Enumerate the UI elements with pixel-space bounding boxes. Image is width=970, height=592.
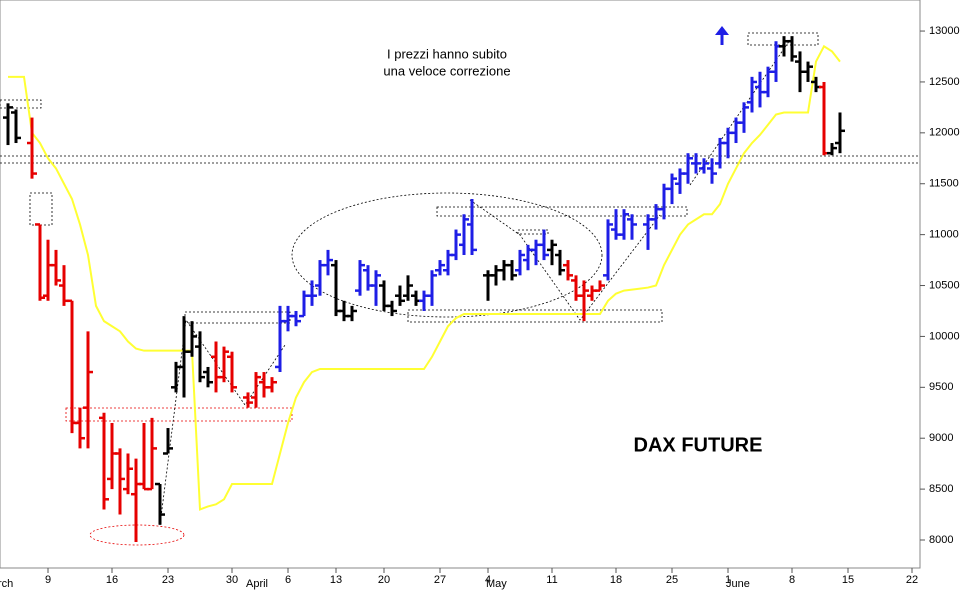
- x-tick-label: 23: [162, 574, 174, 586]
- price-box: [517, 229, 549, 235]
- indicator-line: [8, 44, 841, 511]
- price-box: [407, 309, 663, 323]
- ellipse: [291, 192, 603, 318]
- x-tick-label: 4: [485, 574, 491, 586]
- x-tick-label: 20: [378, 574, 390, 586]
- x-tick-label: 30: [226, 574, 238, 586]
- x-tick-label: 16: [106, 574, 118, 586]
- y-tick-label: 10000: [929, 330, 960, 342]
- price-box: [65, 407, 293, 422]
- trend-line: [469, 199, 661, 321]
- annotation-text: I prezzi hanno subito: [387, 46, 507, 61]
- x-tick-label: 27: [434, 574, 446, 586]
- arrow-head: [715, 26, 729, 35]
- x-tick-label: 8: [789, 574, 795, 586]
- month-label: May: [486, 578, 507, 590]
- month-label: June: [726, 578, 750, 590]
- x-tick-label: 13: [330, 574, 342, 586]
- x-tick-label: 9: [45, 574, 51, 586]
- y-tick-label: 10500: [929, 279, 960, 291]
- x-tick-label: 1: [725, 574, 731, 586]
- y-tick-label: 8000: [929, 534, 953, 546]
- x-tick-label: 25: [666, 574, 678, 586]
- month-label: April: [246, 578, 268, 590]
- y-tick-label: 11000: [929, 229, 959, 241]
- y-tick-label: 13000: [929, 25, 960, 37]
- x-tick-label: 15: [842, 574, 854, 586]
- x-tick-label: 6: [285, 574, 291, 586]
- y-tick-label: 9000: [929, 432, 953, 444]
- price-box: [0, 99, 42, 109]
- chart-title: DAX FUTURE: [634, 434, 763, 456]
- annotation-text: una veloce correzione: [383, 63, 510, 78]
- y-tick-label: 12000: [929, 127, 960, 139]
- x-tick-label: 22: [906, 574, 918, 586]
- annotations: I prezzi hanno subito una veloce correzi…: [0, 26, 920, 546]
- x-tick-label: 11: [546, 574, 557, 586]
- x-tick-label: 18: [610, 574, 622, 586]
- y-tick-label: 11500: [929, 178, 959, 190]
- trend-line: [689, 39, 791, 186]
- y-tick-label: 12500: [929, 76, 960, 88]
- price-box: [436, 206, 688, 217]
- month-label: rch: [0, 578, 13, 590]
- y-tick-label: 9500: [929, 381, 953, 393]
- price-box: [184, 311, 291, 324]
- y-tick-label: 8500: [929, 483, 953, 495]
